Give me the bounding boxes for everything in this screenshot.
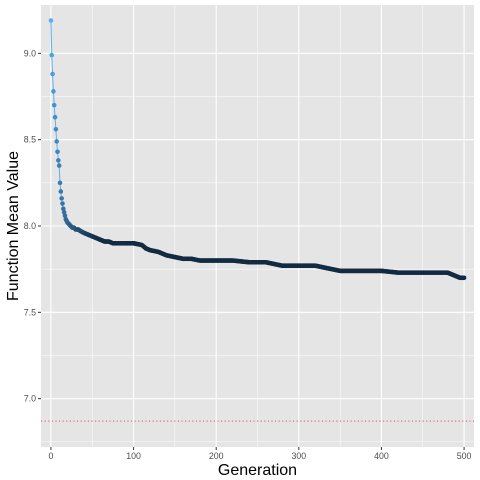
x-tick-label: 500 [457, 451, 472, 461]
x-axis-title: Generation [218, 462, 297, 479]
data-point [61, 206, 66, 212]
major-grid [41, 5, 474, 447]
y-tick-label: 7.0 [24, 394, 36, 404]
x-tick-label: 400 [374, 451, 389, 461]
data-point [60, 201, 65, 206]
data-point [50, 71, 55, 77]
y-tick-label: 8.0 [24, 221, 36, 231]
x-tick-label: 100 [126, 451, 141, 461]
x-tick-label: 0 [48, 451, 53, 461]
y-tick-label: 7.5 [24, 307, 36, 317]
y-tick-label: 8.5 [24, 135, 36, 145]
series-points-group [48, 18, 467, 281]
data-point [56, 163, 62, 168]
y-tick-label: 9.0 [24, 48, 36, 58]
data-point [59, 196, 64, 201]
data-point [61, 209, 67, 215]
x-tick-label: 300 [291, 451, 306, 461]
data-point [57, 180, 63, 186]
data-point [51, 89, 56, 94]
data-point [58, 189, 64, 194]
x-axis: 0 100 200 300 400 500 [48, 447, 472, 461]
data-point [54, 139, 59, 144]
data-point [62, 213, 68, 218]
data-point [52, 114, 58, 120]
data-point [51, 102, 57, 108]
data-point [55, 149, 60, 155]
y-axis-title: Function Mean Value [5, 151, 22, 301]
data-point [48, 18, 54, 23]
x-tick-label: 200 [209, 451, 224, 461]
data-point [49, 52, 55, 58]
y-axis: 7.0 7.5 8.0 8.5 9.0 [24, 48, 41, 404]
data-point [461, 275, 467, 281]
data-point [53, 127, 59, 132]
data-point [56, 158, 61, 163]
